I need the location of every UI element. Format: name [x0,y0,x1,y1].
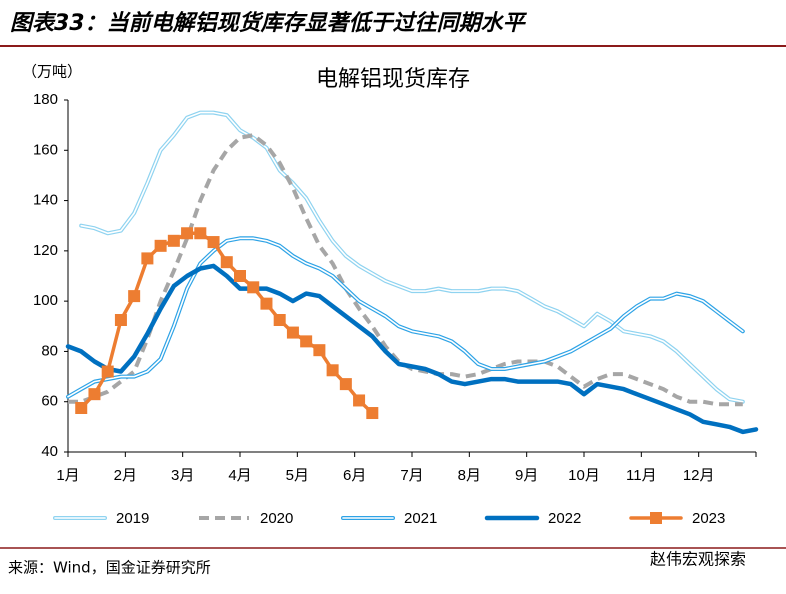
series-marker [234,270,246,282]
legend-marker [650,512,662,524]
x-tick-label: 3月 [171,467,194,484]
legend-label: 2022 [548,510,581,527]
x-tick-label: 7月 [400,467,423,484]
x-tick-label: 9月 [515,467,538,484]
series-marker [128,290,141,303]
series-marker [260,297,273,310]
series-marker [167,234,180,247]
y-tick-label: 180 [33,91,58,108]
x-tick-label: 4月 [228,467,251,484]
legend-label: 2023 [692,510,725,527]
y-tick-label: 100 [33,292,58,309]
series-marker [141,252,154,265]
series-marker [154,239,167,252]
y-tick-label: 160 [33,141,58,158]
y-tick-label: 140 [33,192,58,209]
series-marker [88,388,101,401]
series-marker [101,365,114,378]
x-tick-label: 1月 [56,467,79,484]
series-marker [194,227,207,240]
y-tick-label: 60 [41,393,58,410]
header: 图表33：当前电解铝现货库存显著低于过往同期水平 [10,10,528,36]
legend-label: 2021 [404,510,437,527]
source: 来源：Wind，国金证券研究所 [8,559,211,577]
series-line [66,236,745,399]
series-marker [114,314,127,326]
y-axis-label: （万吨） [22,63,82,81]
series-marker [353,394,366,407]
series-marker [273,314,286,326]
x-tick-label: 6月 [343,467,366,484]
series-marker [300,335,313,348]
series-marker [326,364,339,377]
series-marker [339,378,352,391]
x-tick-label: 10月 [568,467,600,484]
series-line [80,111,744,403]
watermark: 赵伟宏观探索 [650,550,746,569]
series-line [67,237,744,398]
x-tick-label: 8月 [458,467,481,484]
y-tick-label: 120 [33,242,58,259]
y-tick-label: 40 [41,443,58,460]
series-marker [313,344,326,357]
series-marker [207,236,220,249]
x-tick-label: 5月 [286,467,309,484]
series-marker [366,407,379,420]
chart-title: 电解铝现货库存 [316,67,470,92]
series-marker [75,402,88,414]
x-tick-label: 11月 [626,467,657,484]
x-tick-label: 2月 [114,467,137,484]
legend-label: 2020 [260,510,293,527]
x-tick-label: 12月 [683,467,715,484]
series-marker [286,326,299,339]
series-marker [220,256,233,269]
series-line [65,263,759,435]
legend-label: 2019 [116,510,149,527]
series-marker [247,281,260,294]
y-tick-label: 80 [41,342,58,359]
series-marker [181,227,194,240]
